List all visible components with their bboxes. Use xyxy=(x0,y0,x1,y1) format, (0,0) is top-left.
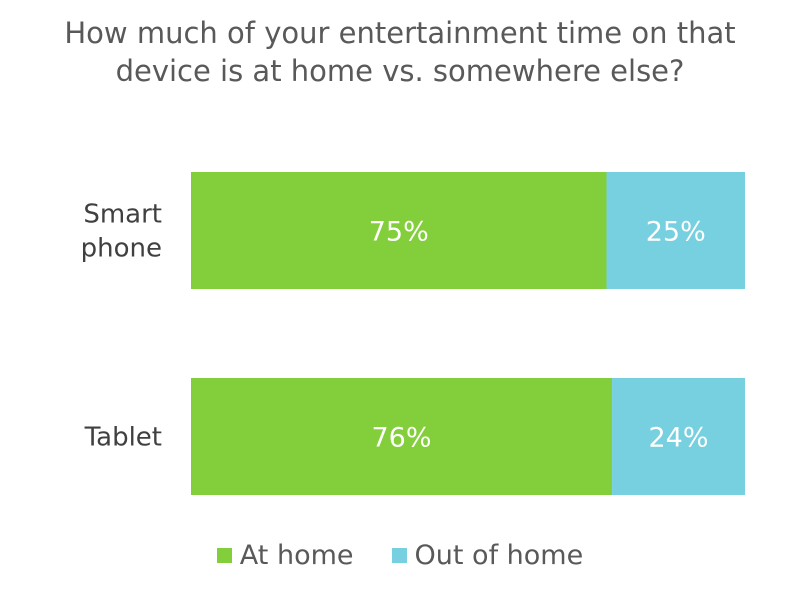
chart-title: How much of your entertainment time on t… xyxy=(0,14,800,90)
legend-label-out-of-home: Out of home xyxy=(414,540,584,571)
category-label-0-line-1: phone xyxy=(81,234,162,264)
chart-title-line-2: device is at home vs. somewhere else? xyxy=(115,54,685,88)
category-label-0-line-0: Smart xyxy=(83,200,162,230)
legend-swatch-out-of-home xyxy=(391,548,407,563)
bar-segment-1-0 xyxy=(191,378,613,495)
data-label-1-0: 76% xyxy=(372,423,432,454)
bar-segment-0-0 xyxy=(191,172,607,289)
category-label-1: Tablet xyxy=(84,423,162,453)
legend-item-out-of-home: Out of home xyxy=(391,540,584,571)
legend-label-at-home: At home xyxy=(239,540,354,571)
data-label-0-0: 75% xyxy=(369,217,429,248)
chart-title-line-1: How much of your entertainment time on t… xyxy=(64,16,736,50)
bar-segment-0-1 xyxy=(606,172,745,289)
category-label-1-line-0: Tablet xyxy=(84,423,162,453)
data-label-0-1: 25% xyxy=(646,217,706,248)
chart-legend: At home Out of home xyxy=(0,540,800,571)
category-label-0: Smart phone xyxy=(81,200,162,264)
data-label-1-1: 24% xyxy=(649,423,709,454)
legend-item-at-home: At home xyxy=(216,540,354,571)
bar-segment-1-1 xyxy=(612,378,745,495)
legend-swatch-at-home xyxy=(216,548,232,563)
